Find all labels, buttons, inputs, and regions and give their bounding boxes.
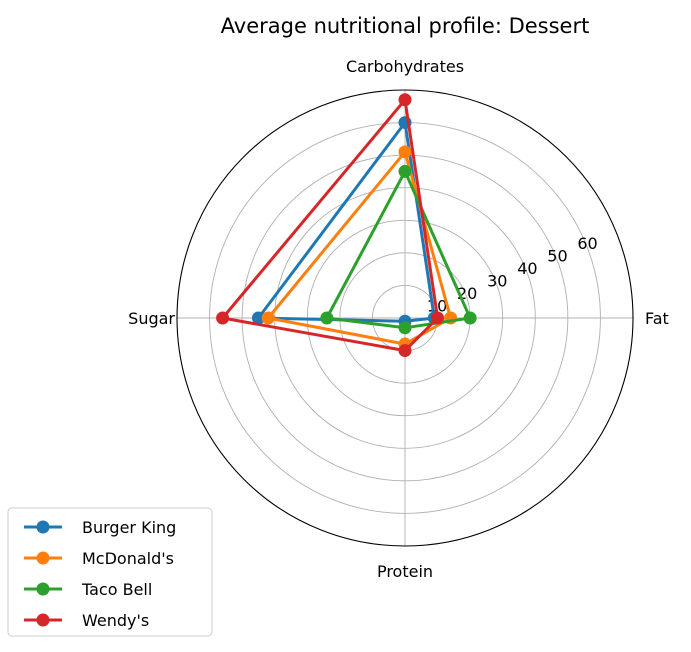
data-point-2-3 — [398, 321, 412, 335]
legend-marker-3 — [36, 613, 50, 627]
axis-label-sugar: Sugar — [128, 309, 175, 328]
axis-label-fat: Fat — [645, 309, 669, 328]
series-layer — [216, 93, 477, 358]
series-3 — [216, 93, 445, 358]
legend-marker-2 — [36, 582, 50, 596]
legend-label-1: McDonald's — [82, 549, 174, 568]
rtick-label-50: 50 — [547, 247, 567, 266]
data-point-2-0 — [463, 311, 477, 325]
chart-title: Average nutritional profile: Dessert — [221, 14, 590, 38]
data-point-3-2 — [216, 311, 230, 325]
data-point-2-1 — [398, 164, 412, 178]
legend-frame — [7, 507, 213, 637]
axis-label-protein: Protein — [377, 562, 433, 581]
rtick-label-30: 30 — [487, 272, 507, 291]
rtick-label-60: 60 — [577, 234, 597, 253]
rtick-label-40: 40 — [517, 259, 537, 278]
legend-marker-0 — [36, 520, 50, 534]
legend-marker-1 — [36, 551, 50, 565]
legend: Burger King McDonald's Taco Bell Wendy's — [7, 507, 213, 637]
outer-frame — [176, 89, 634, 547]
legend-label-2: Taco Bell — [81, 580, 152, 599]
data-point-3-3 — [398, 344, 412, 358]
data-point-0-2 — [251, 311, 265, 325]
legend-label-0: Burger King — [82, 518, 176, 537]
axis-label-carbohydrates: Carbohydrates — [346, 57, 464, 76]
data-point-1-1 — [398, 145, 412, 159]
series-2 — [320, 164, 477, 335]
data-point-2-2 — [320, 311, 334, 325]
data-point-3-0 — [431, 311, 445, 325]
data-point-1-2 — [261, 311, 275, 325]
legend-label-3: Wendy's — [82, 611, 149, 630]
axis-labels: Fat Carbohydrates Sugar Protein — [128, 57, 669, 581]
data-point-3-1 — [398, 93, 412, 107]
